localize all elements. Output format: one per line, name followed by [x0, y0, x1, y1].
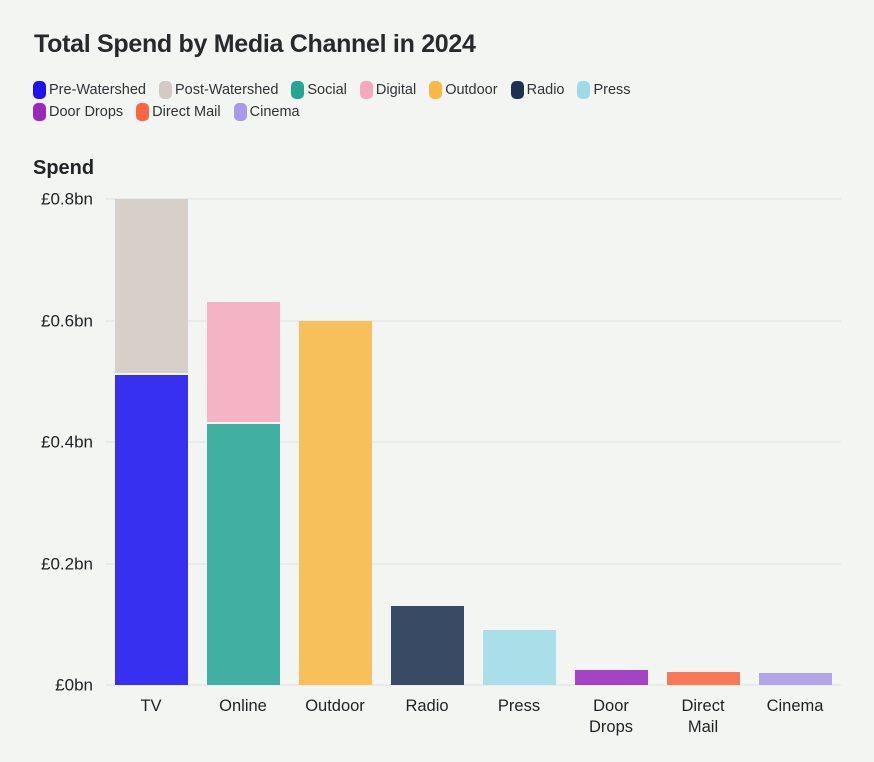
legend-label: Post-Watershed	[174, 82, 279, 98]
bar-segment-door-drops-door-drops[interactable]	[574, 669, 648, 685]
legend-swatch-radio	[510, 81, 524, 99]
gridline--0-6bn	[105, 319, 841, 322]
x-tick-label-press: Press	[497, 697, 541, 715]
x-tick-label-outdoor: Outdoor	[305, 697, 365, 715]
legend-label: Outdoor	[445, 82, 498, 98]
gridline--0-4bn	[105, 441, 841, 443]
legend-label: Digital	[375, 82, 417, 98]
x-tick-label-online: Online	[219, 697, 267, 715]
legend-swatch-digital	[359, 81, 373, 99]
legend-item-pre-watershed[interactable]: Pre-Watershed	[33, 81, 146, 99]
legend-item-social[interactable]: Social	[291, 81, 347, 99]
plot-area: £0bn £0.2bn £0.4bn £0.6bn £0.8bn TV Online Outd…	[41, 191, 841, 736]
gridline--0-8bn	[105, 198, 841, 200]
x-tick-label-direct-mail: Direct Mail	[681, 697, 725, 737]
legend-row: Door Drops Direct Mail Cinema	[33, 103, 631, 121]
legend-swatch-pre-watershed	[33, 81, 46, 99]
legend-swatch-cinema	[233, 103, 247, 121]
legend-swatch-press	[577, 81, 591, 99]
x-tick-label-cinema: Cinema	[766, 697, 824, 715]
legend: Pre-Watershed Post-Watershed Social Digital…	[33, 81, 631, 121]
x-tick-label-door-drops: Door Drops	[588, 697, 633, 737]
y-axis-title: Spend	[33, 157, 95, 179]
legend-swatch-social	[291, 81, 305, 99]
bar-segment-direct-mail-direct-mail[interactable]	[666, 672, 740, 685]
bar-segment-tv-post-watershed[interactable]	[114, 199, 188, 374]
y-tick-label--0-2bn: £0.2bn	[41, 554, 93, 573]
legend-label: Direct Mail	[152, 104, 221, 120]
legend-swatch-door-drops	[33, 103, 46, 121]
gridline--0-2bn	[105, 562, 841, 565]
bar-segment-tv-pre-watershed[interactable]	[114, 375, 188, 685]
legend-item-direct-mail[interactable]: Direct Mail	[136, 103, 221, 121]
x-tick-label-tv: TV	[140, 697, 162, 715]
chart-title: Total Spend by Media Channel in 2024	[34, 30, 476, 58]
y-tick-label--0-4bn: £0.4bn	[41, 432, 93, 452]
legend-item-cinema[interactable]: Cinema	[233, 103, 300, 121]
legend-label: Cinema	[249, 104, 300, 120]
legend-item-outdoor[interactable]: Outdoor	[429, 81, 498, 99]
legend-swatch-outdoor	[429, 81, 443, 99]
x-tick-label-radio: Radio	[405, 697, 449, 715]
y-tick-label--0-6bn: £0.6bn	[41, 311, 93, 330]
bar-segment-online-social[interactable]	[206, 423, 280, 685]
gridline--0bn	[105, 684, 841, 686]
legend-item-digital[interactable]: Digital	[359, 81, 417, 99]
legend-item-radio[interactable]: Radio	[510, 81, 565, 99]
legend-item-post-watershed[interactable]: Post-Watershed	[158, 81, 279, 99]
legend-label: Social	[307, 82, 347, 98]
bar-segment-online-digital[interactable]	[206, 302, 280, 422]
legend-swatch-post-watershed	[158, 81, 172, 99]
legend-label: Radio	[526, 82, 565, 98]
legend-swatch-direct-mail	[136, 103, 150, 121]
bar-segment-cinema-cinema[interactable]	[758, 672, 832, 685]
legend-label: Door Drops	[49, 104, 124, 120]
bar-segment-press-press[interactable]	[482, 630, 556, 685]
y-tick-label--0-8bn: £0.8bn	[41, 189, 93, 209]
legend-row: Pre-Watershed Post-Watershed Social Digital…	[33, 81, 631, 99]
legend-item-door-drops[interactable]: Door Drops	[33, 103, 123, 121]
legend-label: Press	[593, 82, 631, 98]
legend-item-press[interactable]: Press	[577, 81, 631, 99]
legend-label: Pre-Watershed	[49, 82, 146, 98]
bar-segment-radio-radio[interactable]	[390, 606, 464, 685]
bar-segment-outdoor-outdoor[interactable]	[298, 320, 372, 685]
y-tick-label--0bn: £0bn	[55, 675, 93, 695]
